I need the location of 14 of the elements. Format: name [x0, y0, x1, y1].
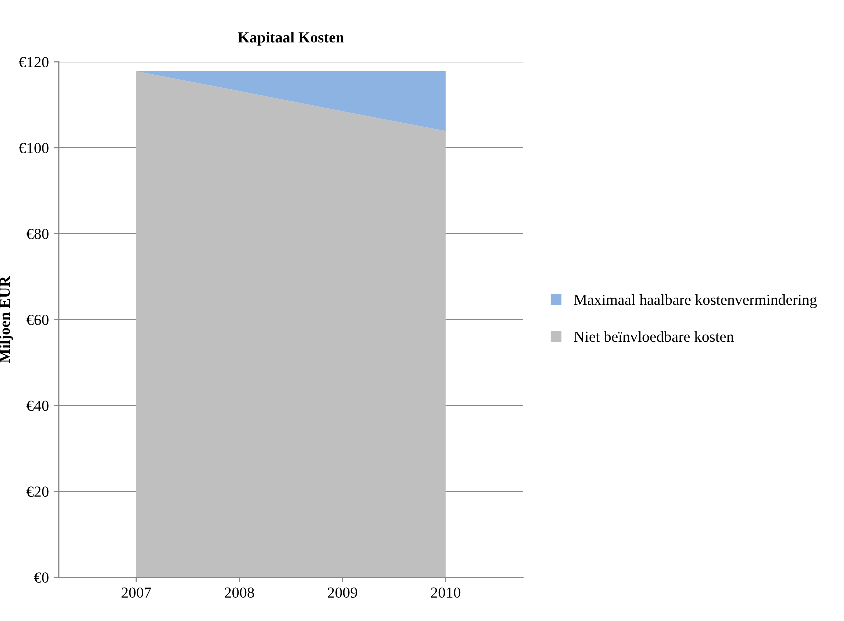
y-tick-label: €120: [19, 57, 49, 68]
y-tick-label: €100: [19, 143, 49, 154]
x-tick-label: 2008: [224, 588, 254, 598]
x-tick-label: 2009: [328, 588, 358, 598]
y-tick-label: €20: [26, 486, 49, 498]
legend-label: Maximaal haalbare kostenvermindering: [574, 294, 818, 308]
legend-label: Niet beïnvloedbare kosten: [574, 331, 734, 342]
y-tick-label: €80: [26, 229, 49, 240]
chart-title: Kapitaal Kosten: [238, 32, 344, 46]
y-tick-label: €60: [26, 314, 49, 326]
x-tick-label: 2010: [431, 588, 461, 598]
y-tick-label: €40: [26, 400, 49, 412]
x-tick-label: 2007: [122, 588, 152, 598]
y-tick-label: €0: [34, 572, 49, 583]
